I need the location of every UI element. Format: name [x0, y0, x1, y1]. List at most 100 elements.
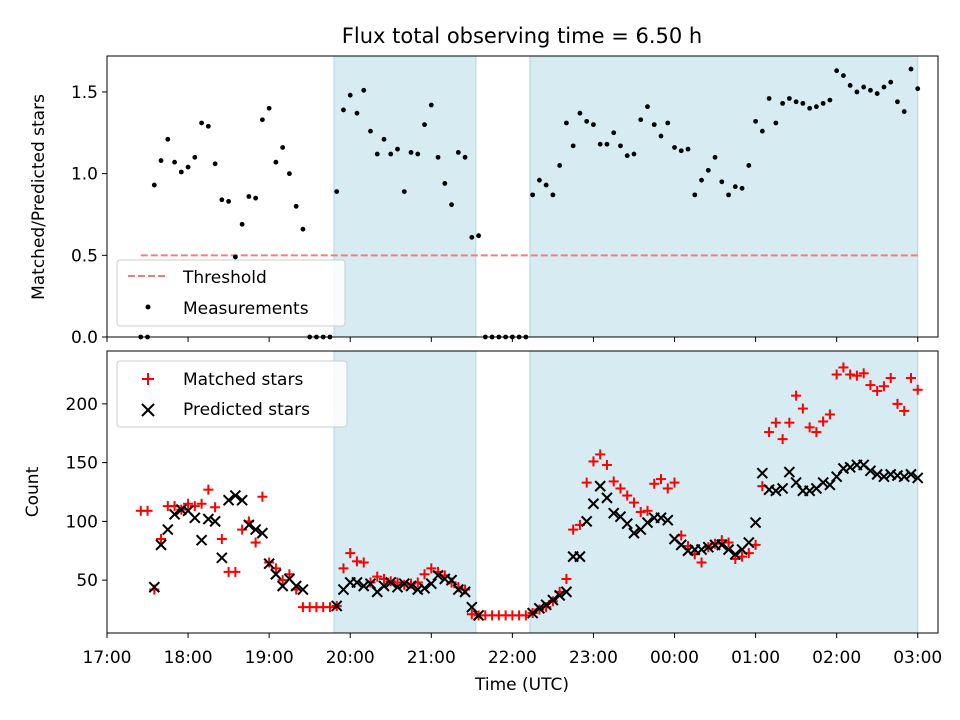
measurement-point — [901, 109, 907, 114]
measurement-point — [746, 163, 752, 168]
predicted-star-point — [162, 523, 174, 536]
predicted-star-point — [155, 539, 167, 551]
x-tick-label: 23:00 — [569, 648, 618, 668]
matched-star-point — [257, 491, 268, 502]
predicted-star-point — [641, 516, 654, 529]
measurement-point — [604, 141, 610, 147]
measurement-point — [678, 148, 684, 154]
measurement-point — [300, 226, 306, 232]
bottom-plot-frame — [106, 350, 939, 634]
top-x-ticks — [106, 337, 919, 342]
measurement-point — [401, 189, 407, 194]
bottom-y-tick-label: 50 — [76, 571, 98, 591]
matched-star-point — [669, 477, 680, 488]
measurement-point — [273, 159, 279, 165]
matched-star-point — [696, 557, 707, 568]
matched-star-point — [905, 373, 916, 384]
predicted-star-point — [790, 476, 802, 489]
predicted-star-point — [662, 514, 674, 526]
matched-star-point — [216, 534, 227, 544]
predicted-star-point — [432, 569, 444, 582]
matched-star-point — [622, 490, 633, 501]
predicted-star-point — [168, 508, 181, 521]
predicted-star-point — [391, 581, 404, 593]
predicted-star-point — [297, 583, 309, 596]
predicted-star-point — [756, 467, 769, 479]
top-legend-box — [116, 259, 346, 327]
predicted-star-point — [553, 589, 566, 602]
legend-predicted-swatch — [141, 403, 155, 417]
predicted-star-point — [702, 541, 714, 553]
predicted-star-point — [560, 586, 573, 598]
matched-star-point — [649, 478, 660, 489]
predicted-stars-points — [148, 459, 924, 622]
predicted-star-point — [243, 519, 255, 531]
measurement-point — [854, 89, 860, 95]
top-y-ticks: 0.0 0.5 1.0 1.5 — [71, 83, 107, 348]
chart-title: Flux total observing time = 6.50 h — [342, 24, 702, 48]
matched-star-point — [784, 417, 795, 428]
measurement-point — [462, 154, 468, 160]
measurement-point — [827, 97, 833, 103]
measurement-point — [597, 141, 603, 147]
top-y-tick-label: 0.5 — [71, 246, 98, 266]
bottom-legend-box — [116, 360, 348, 428]
measurement-point — [158, 158, 164, 163]
predicted-star-point — [716, 539, 728, 551]
matched-star-point — [203, 484, 214, 495]
matched-star-point — [851, 370, 862, 381]
predicted-star-point — [871, 468, 883, 481]
measurement-point — [766, 96, 772, 101]
measurement-point — [895, 99, 900, 105]
predicted-star-point — [574, 550, 586, 563]
measurement-point — [374, 151, 380, 157]
predicted-star-point — [236, 494, 248, 506]
measurement-point — [199, 120, 204, 126]
predicted-star-point — [905, 468, 917, 481]
x-axis-label: Time (UTC) — [474, 675, 569, 695]
top-y-tick-label: 1.5 — [71, 83, 98, 103]
matched-star-point — [419, 569, 430, 580]
bottom-y-tick-label: 150 — [66, 454, 98, 474]
measurement-point — [246, 194, 252, 199]
bottom-legend: Matched stars Predicted stars — [116, 360, 348, 428]
matched-star-point — [642, 505, 653, 516]
x-tick-label: 01:00 — [731, 648, 780, 668]
measurement-point — [172, 159, 177, 165]
predicted-star-point — [540, 599, 552, 611]
matched-star-point — [818, 416, 829, 427]
predicted-star-point — [472, 609, 485, 622]
measurement-point — [712, 154, 718, 160]
matched-star-point — [838, 362, 849, 373]
measurement-points — [138, 66, 921, 340]
measurement-point — [354, 110, 360, 116]
measurement-point — [476, 233, 481, 239]
top-shaded-intervals — [333, 56, 919, 337]
matched-star-point — [635, 506, 646, 517]
legend-measurements-label: Measurements — [183, 299, 309, 319]
predicted-star-point — [148, 581, 160, 593]
measurement-point — [368, 128, 373, 134]
measurement-point — [759, 128, 765, 134]
predicted-star-point — [722, 543, 735, 556]
measurement-point — [381, 136, 387, 142]
top-plot-frame — [106, 55, 939, 338]
measurement-point — [881, 84, 887, 90]
predicted-star-point — [351, 576, 363, 589]
measurement-point — [178, 169, 184, 175]
measurement-point — [395, 146, 400, 152]
predicted-star-point — [844, 461, 856, 474]
matched-star-point — [791, 390, 802, 401]
matched-star-point — [277, 575, 288, 586]
predicted-star-point — [263, 557, 275, 570]
matched-star-point — [845, 369, 856, 380]
legend-threshold-label: Threshold — [182, 268, 267, 288]
bottom-y-ticks: 50 100 150 200 — [66, 395, 107, 591]
top-y-tick-label: 1.0 — [71, 165, 98, 185]
measurement-point — [800, 100, 806, 106]
predicted-star-point — [331, 600, 343, 612]
measurement-point — [692, 192, 698, 198]
measurement-point — [577, 110, 583, 116]
measurement-point — [624, 153, 630, 159]
